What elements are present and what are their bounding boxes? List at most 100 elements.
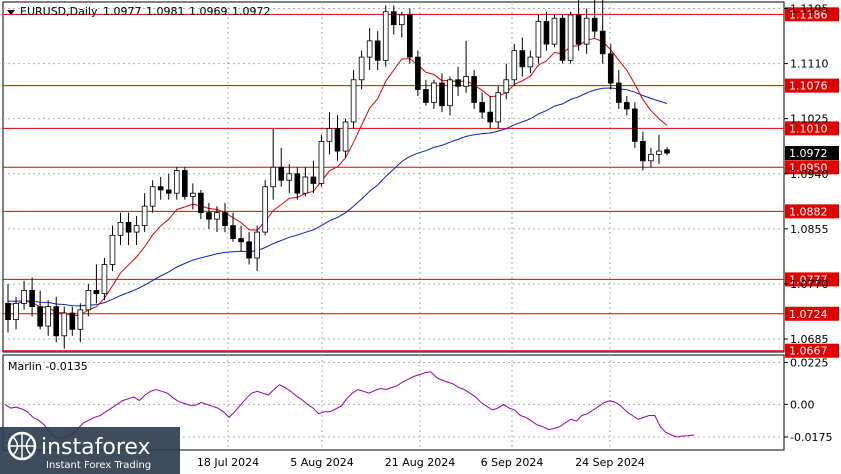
level-label-bg xyxy=(785,160,839,175)
candle xyxy=(423,79,429,106)
candle-body xyxy=(149,186,156,207)
candle-body xyxy=(262,186,268,233)
candle-body xyxy=(214,212,220,220)
candle xyxy=(262,180,268,236)
candle-body xyxy=(326,127,333,142)
level-label: 1.0777 xyxy=(789,273,828,286)
candle xyxy=(310,160,317,194)
candle xyxy=(190,183,196,210)
collapse-triangle-icon[interactable] xyxy=(7,10,15,15)
candle xyxy=(141,193,148,233)
candle-body xyxy=(664,149,670,154)
level-label: 1.1076 xyxy=(789,80,828,93)
candle-body xyxy=(511,50,518,81)
level-label-bg xyxy=(785,7,839,22)
indicator-tick-label: -0.0175 xyxy=(790,431,832,444)
candle-body xyxy=(109,234,116,265)
candle-body xyxy=(471,76,477,103)
candle-body xyxy=(77,309,84,330)
candle xyxy=(390,5,397,35)
candle xyxy=(366,27,373,71)
candle xyxy=(270,128,277,200)
level-label: 1.0667 xyxy=(789,345,828,358)
candle xyxy=(591,0,598,38)
candle xyxy=(173,167,180,200)
candle xyxy=(543,11,550,51)
time-axis: 18 Jul 2024 5 Aug 2024 21 Aug 2024 6 Sep 20… xyxy=(197,456,645,469)
level-label-bg xyxy=(785,204,839,219)
candle xyxy=(117,212,124,246)
candle-body xyxy=(238,238,244,243)
indicator-axis: 0.0225 0.00 -0.0175 xyxy=(784,356,832,444)
time-tick-label: 5 Aug 2024 xyxy=(290,456,353,469)
candle-body xyxy=(125,221,132,233)
candle-body xyxy=(206,212,212,220)
candle xyxy=(278,147,285,187)
candle-body xyxy=(495,92,502,123)
level-label: 1.0724 xyxy=(789,308,828,321)
indicator-title: Marlin -0.0135 xyxy=(8,360,88,373)
candle-body xyxy=(230,225,236,239)
candle-body xyxy=(487,111,494,123)
candle-body xyxy=(439,82,445,107)
candle xyxy=(455,66,461,96)
candle xyxy=(101,258,108,301)
level-label: 1.1186 xyxy=(789,8,828,21)
candle-body xyxy=(254,231,260,259)
candle-body xyxy=(165,189,172,194)
candle-body xyxy=(358,56,365,81)
candle xyxy=(599,0,606,64)
chart-symbol: EURUSD,Daily xyxy=(20,5,98,18)
candle-body xyxy=(632,108,638,142)
candle-body xyxy=(13,302,19,320)
level-label-bg xyxy=(785,121,839,136)
candle xyxy=(495,86,502,129)
support-resistance-levels: 1.11861.10761.10101.09501.08821.07771.07… xyxy=(3,7,839,358)
candle-body xyxy=(591,17,598,32)
candle xyxy=(238,225,244,252)
candle xyxy=(519,37,526,77)
level-label-bg xyxy=(785,343,839,358)
candle-body xyxy=(294,173,301,194)
candle-body xyxy=(455,79,461,87)
time-tick-label: 24 Sep 2024 xyxy=(575,456,645,469)
level-label: 1.1010 xyxy=(789,122,828,135)
level-label: 1.0882 xyxy=(789,205,828,218)
candle-body xyxy=(615,82,622,103)
candle xyxy=(342,118,349,158)
candle xyxy=(198,189,204,220)
candle-body xyxy=(366,40,373,58)
candle-body xyxy=(198,192,204,214)
candle xyxy=(181,167,188,200)
low-value: 1.0969 xyxy=(189,5,228,18)
candle-body xyxy=(141,205,148,227)
open-value: 1.0977 xyxy=(103,5,142,18)
candle-body xyxy=(640,140,646,162)
candle xyxy=(656,134,662,165)
price-tick-label: 1.0685 xyxy=(790,333,829,346)
candle-body xyxy=(423,89,429,103)
candle-body xyxy=(527,56,534,68)
candle xyxy=(230,212,236,242)
candle-body xyxy=(607,53,614,84)
candle xyxy=(326,112,333,155)
candle-body xyxy=(479,102,485,113)
price-tick-label: 1.1195 xyxy=(790,2,829,15)
candle xyxy=(21,280,27,310)
candle xyxy=(664,147,670,155)
candle xyxy=(149,180,156,213)
candle xyxy=(93,264,100,304)
price-axis: 1.1195 1.1110 1.1025 1.0940 1.0855 1.0770 1.06… xyxy=(784,2,829,346)
candle-body xyxy=(69,312,76,330)
candle xyxy=(358,50,365,90)
candle xyxy=(254,225,260,271)
candle xyxy=(133,215,140,246)
level-label-bg xyxy=(785,272,839,287)
candle-body xyxy=(181,170,188,197)
candle xyxy=(302,167,309,197)
candle-body xyxy=(286,173,293,181)
candle-body xyxy=(222,212,228,227)
candle-body xyxy=(407,14,413,58)
candle-body xyxy=(382,11,389,61)
